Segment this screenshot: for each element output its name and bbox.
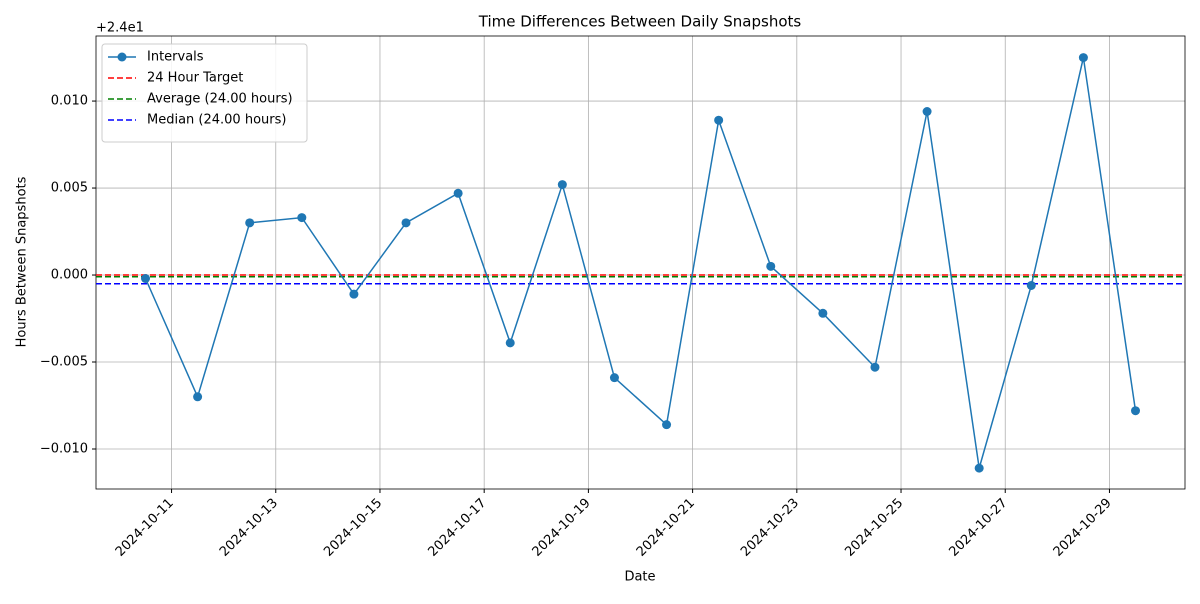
x-tick-label: 2024-10-13: [217, 496, 281, 560]
data-point: [870, 362, 880, 372]
data-point: [557, 180, 567, 190]
legend-label: Median (24.00 hours): [147, 113, 286, 128]
data-point: [297, 213, 307, 223]
data-point: [401, 218, 411, 228]
legend-box: [101, 43, 308, 143]
legend-label: Intervals: [147, 50, 204, 65]
legend: Intervals 24 Hour Target Average (24.00 ho…: [101, 43, 308, 143]
data-point: [662, 420, 672, 430]
y-tick-label: −0.010: [40, 441, 88, 456]
x-tick-label: 2024-10-19: [530, 496, 594, 560]
x-tick-label: 2024-10-15: [321, 496, 385, 560]
legend-label: 24 Hour Target: [147, 71, 243, 86]
data-point: [818, 308, 828, 318]
chart-title: Time Differences Between Daily Snapshots: [478, 13, 802, 31]
data-point: [1131, 406, 1140, 416]
data-point: [922, 107, 932, 116]
y-axis-label: Hours Between Snapshots: [15, 176, 30, 347]
data-point: [193, 392, 203, 402]
y-offset-label: +2.4e1: [96, 21, 144, 36]
data-point: [349, 289, 359, 299]
x-axis-label: Date: [624, 570, 655, 585]
x-tick-label: 2024-10-23: [738, 496, 802, 560]
series-line: [144, 57, 1137, 469]
legend-label: Average (24.00 hours): [147, 92, 293, 107]
x-tick-label: 2024-10-27: [947, 496, 1011, 560]
y-tick-label: 0.000: [51, 268, 88, 283]
y-tick-label: 0.010: [51, 94, 88, 109]
y-tick-label: 0.005: [51, 181, 88, 196]
x-tick-label: 2024-10-21: [634, 496, 698, 560]
data-point: [1026, 280, 1036, 290]
data-point: [505, 338, 515, 348]
data-point: [974, 463, 984, 473]
plot-frame: [95, 35, 1186, 490]
data-point: [1078, 53, 1088, 63]
data-point: [453, 188, 463, 198]
y-tick-label: −0.005: [40, 355, 88, 370]
x-tick-label: 2024-10-25: [842, 496, 906, 560]
legend-marker: [117, 52, 127, 62]
x-tick-label: 2024-10-29: [1051, 496, 1115, 560]
data-point: [141, 274, 150, 284]
x-tick-label: 2024-10-11: [113, 496, 177, 560]
data-point: [245, 218, 255, 228]
data-point: [766, 261, 776, 271]
data-point: [609, 373, 619, 383]
data-point: [714, 115, 724, 125]
x-tick-label: 2024-10-17: [425, 496, 489, 560]
